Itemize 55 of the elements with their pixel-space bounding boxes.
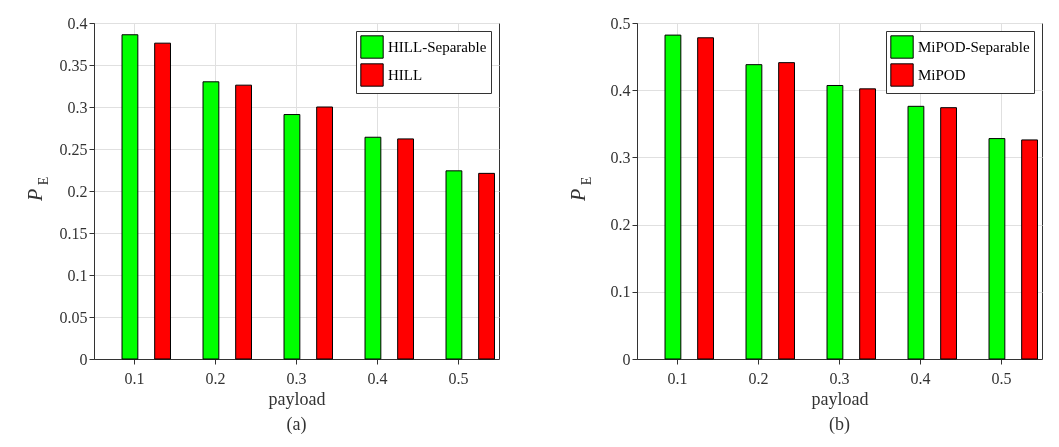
text: (a) <box>286 414 307 435</box>
bar <box>907 105 925 360</box>
x-tick-label: 0.5 <box>448 369 469 387</box>
y-tick-label: 0.3 <box>67 98 88 116</box>
x-tick-label: 0.1 <box>667 369 688 387</box>
x-tick-label: 0.4 <box>910 369 931 387</box>
y-tick-label: 0.1 <box>610 283 631 301</box>
bar <box>697 37 714 360</box>
y-tick-label: 0.5 <box>610 14 631 32</box>
bar <box>397 138 414 360</box>
x-tick-label: 0.2 <box>205 369 226 387</box>
bar <box>235 84 252 360</box>
x-axis-title: payload <box>811 388 869 409</box>
x-tick-label: 0.1 <box>124 369 145 387</box>
x-tick-label: 0.3 <box>286 369 307 387</box>
bar <box>778 62 795 360</box>
bar <box>745 64 763 360</box>
bar <box>988 138 1006 360</box>
x-tick-label: 0.5 <box>991 369 1012 387</box>
legend-label: HILL <box>388 67 423 83</box>
y-tick-label: 0.1 <box>67 266 88 284</box>
y-tick-label: 0.3 <box>610 148 631 166</box>
y-tick-label: 0.05 <box>59 308 88 326</box>
x-tick-label: 0.2 <box>748 369 769 387</box>
bar <box>940 107 957 360</box>
text: (b) <box>829 414 850 435</box>
legend-label: MiPOD <box>918 67 966 83</box>
bar <box>364 136 382 360</box>
y-tick-label: 0.2 <box>67 182 88 200</box>
bar <box>202 81 220 360</box>
y-axis-title: PE <box>24 176 51 203</box>
bar <box>445 170 463 360</box>
legend-label: MiPOD-Separable <box>918 39 1030 55</box>
y-tick-label: 0.25 <box>59 140 88 158</box>
x-tick-label: 0.3 <box>829 369 850 387</box>
bar <box>121 34 139 360</box>
y-tick-label: 0.4 <box>610 81 631 99</box>
bar <box>478 172 495 360</box>
y-tick-label: 0.2 <box>610 216 631 234</box>
y-axis-title: PE <box>567 176 594 203</box>
y-tick-label: 0 <box>622 350 631 368</box>
y-tick-label: 0.4 <box>67 14 88 32</box>
bar <box>826 85 844 360</box>
y-tick-label: 0 <box>79 350 88 368</box>
x-tick-label: 0.4 <box>367 369 388 387</box>
bar <box>1021 139 1038 360</box>
legend-label: HILL-Separable <box>388 39 487 55</box>
y-tick-label: 0.15 <box>59 224 88 242</box>
bar <box>283 114 301 360</box>
bar <box>664 34 682 360</box>
bar <box>154 42 171 360</box>
x-axis-title: payload <box>268 388 326 409</box>
bar <box>859 88 876 360</box>
bar <box>316 106 333 360</box>
y-tick-label: 0.35 <box>59 56 88 74</box>
